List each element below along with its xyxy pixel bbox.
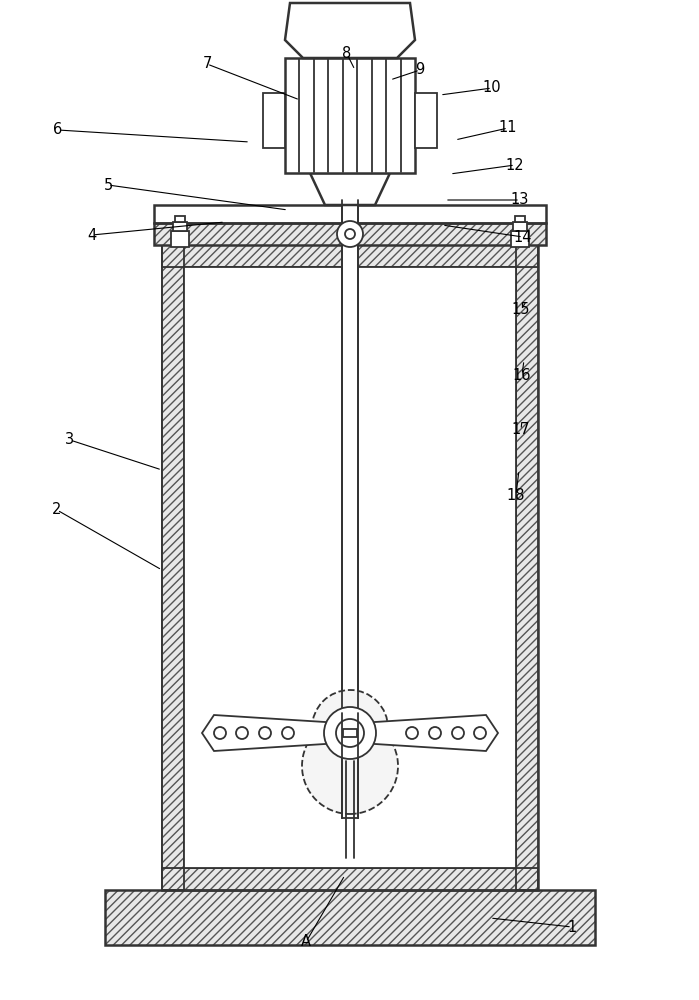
- Bar: [285, 58, 415, 173]
- Circle shape: [406, 727, 418, 739]
- Polygon shape: [162, 245, 184, 890]
- Text: 7: 7: [202, 56, 212, 72]
- Text: 16: 16: [513, 367, 531, 382]
- Text: 2: 2: [52, 502, 62, 518]
- Text: 12: 12: [505, 157, 524, 172]
- Bar: [415, 93, 437, 148]
- Bar: [511, 231, 529, 247]
- Text: 10: 10: [483, 81, 501, 96]
- Text: 9: 9: [415, 62, 424, 78]
- Bar: [263, 93, 285, 148]
- Circle shape: [302, 718, 398, 814]
- Circle shape: [429, 727, 441, 739]
- Circle shape: [337, 221, 363, 247]
- Bar: [516, 245, 538, 890]
- Bar: [513, 222, 527, 231]
- Text: 8: 8: [343, 46, 352, 62]
- Bar: [515, 216, 525, 222]
- Text: 17: 17: [512, 422, 531, 438]
- Circle shape: [259, 727, 271, 739]
- Bar: [154, 205, 546, 223]
- Circle shape: [324, 707, 376, 759]
- Text: 6: 6: [53, 122, 63, 137]
- Circle shape: [214, 727, 226, 739]
- Text: 14: 14: [514, 230, 532, 244]
- Text: 3: 3: [66, 432, 75, 448]
- Bar: [343, 729, 357, 737]
- Polygon shape: [516, 245, 538, 890]
- Polygon shape: [105, 890, 595, 945]
- Text: 15: 15: [512, 302, 531, 318]
- Circle shape: [345, 229, 355, 239]
- Polygon shape: [310, 173, 390, 205]
- Circle shape: [282, 727, 294, 739]
- Bar: [162, 245, 184, 890]
- Bar: [105, 890, 595, 945]
- Polygon shape: [154, 223, 546, 245]
- Bar: [162, 868, 538, 890]
- Text: 5: 5: [103, 178, 113, 192]
- Polygon shape: [162, 868, 538, 890]
- Circle shape: [474, 727, 486, 739]
- Bar: [154, 223, 546, 245]
- Polygon shape: [162, 245, 538, 267]
- Polygon shape: [202, 715, 328, 751]
- Polygon shape: [372, 715, 498, 751]
- Bar: [173, 222, 187, 231]
- Polygon shape: [285, 3, 415, 58]
- Text: 4: 4: [87, 228, 96, 242]
- Bar: [175, 216, 185, 222]
- Text: 18: 18: [507, 488, 525, 502]
- Bar: [171, 231, 189, 247]
- Bar: [162, 245, 538, 890]
- Circle shape: [452, 727, 464, 739]
- Bar: [162, 245, 538, 267]
- Text: A: A: [301, 934, 311, 950]
- Circle shape: [312, 690, 388, 766]
- Circle shape: [336, 719, 364, 747]
- Circle shape: [236, 727, 248, 739]
- Text: 1: 1: [568, 920, 577, 934]
- Text: 13: 13: [511, 192, 529, 208]
- Bar: [184, 267, 516, 868]
- Bar: [342, 200, 358, 818]
- Text: 11: 11: [499, 120, 517, 135]
